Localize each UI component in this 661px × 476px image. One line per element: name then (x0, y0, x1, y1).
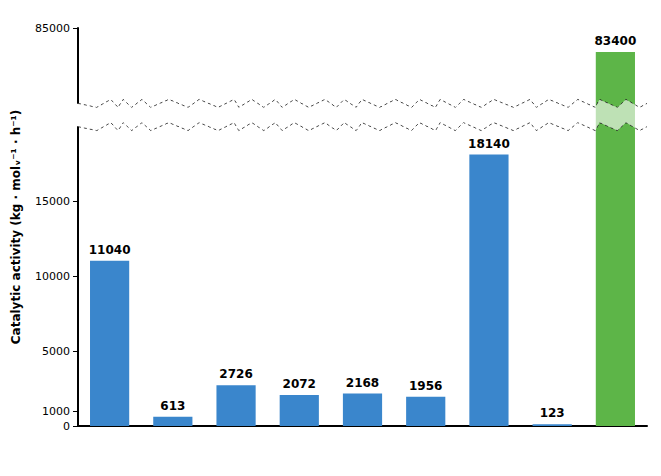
svg-text:11040: 11040 (89, 243, 131, 257)
svg-text:83400: 83400 (595, 34, 637, 48)
svg-text:1000: 1000 (42, 405, 70, 418)
svg-text:85000: 85000 (35, 22, 70, 35)
svg-text:Catalytic activity (kg · molᵥ⁻: Catalytic activity (kg · molᵥ⁻¹ · h⁻¹) (9, 110, 23, 345)
svg-text:0: 0 (63, 420, 70, 433)
svg-text:18140: 18140 (468, 137, 510, 151)
svg-text:10000: 10000 (35, 270, 70, 283)
svg-text:123: 123 (540, 406, 565, 420)
svg-text:15000: 15000 (35, 195, 70, 208)
svg-text:5000: 5000 (42, 345, 70, 358)
svg-text:2168: 2168 (346, 376, 379, 390)
svg-text:2726: 2726 (219, 367, 252, 381)
svg-text:613: 613 (160, 399, 185, 413)
svg-text:2072: 2072 (283, 377, 316, 391)
svg-text:1956: 1956 (409, 379, 442, 393)
